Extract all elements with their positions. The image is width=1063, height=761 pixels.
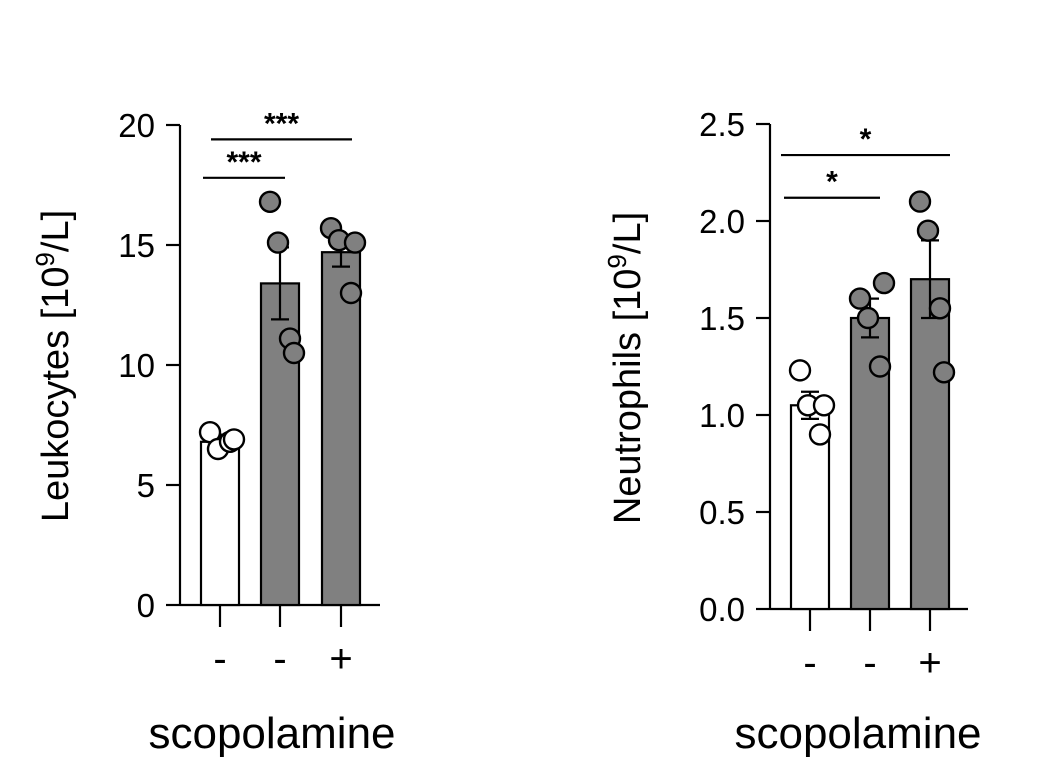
data-point [343,231,367,254]
y-tick-label: 1.0 [699,397,745,434]
y-tick-label: 2.5 [699,106,745,143]
y-tick-label: 0.0 [699,591,745,628]
y-tick-label: 2.0 [699,203,745,240]
data-point [908,190,932,213]
significance-label: *** [264,107,299,140]
condition-label: + [918,641,941,685]
significance-label: * [826,166,838,199]
y-tick-label: 20 [118,107,155,144]
condition-label: - [213,637,226,681]
data-point [808,423,832,446]
neutrophils-y-axis-label: Neutrophils [109/L] [602,212,649,524]
significance-label: *** [226,146,261,179]
data-point [339,281,363,305]
condition-label: - [863,641,876,685]
significance-label: * [860,123,872,156]
condition-label: - [273,637,286,681]
data-point [932,361,956,384]
data-point [916,219,940,242]
data-point [856,306,880,330]
y-tick-label: 10 [118,347,155,384]
y-tick-label: 0.5 [699,494,745,531]
bar [909,278,951,611]
bar [320,251,362,607]
y-tick-label: 15 [118,227,155,264]
data-point [812,394,836,417]
data-point [848,287,872,310]
neutrophils-x-axis-label: scopolamine [734,709,981,758]
data-point [868,355,892,378]
data-point [872,271,896,295]
neutrophils-y-tick-labels: 0.0 0.5 1.0 1.5 2.0 2.5 [699,106,745,628]
leukocytes-y-tick-labels: 0 5 10 15 20 [118,107,155,624]
data-point [928,297,952,320]
neutrophils-conditions: - - + [803,641,941,685]
y-tick-label: 1.5 [699,300,745,337]
y-tick-label: 0 [137,587,155,624]
data-point [258,190,282,214]
data-point [788,359,812,382]
leukocytes-conditions: - - + [213,637,352,681]
data-point [266,231,290,254]
neutrophils-panel: Neutrophils [109/L] 0.0 0.5 1.0 1.5 2.0 … [602,106,982,758]
leukocytes-x-axis-label: scopolamine [148,709,395,758]
leukocytes-panel: Leukocytes [109/L] 0 5 10 15 20 - - + sc… [30,107,396,758]
data-point [222,428,246,451]
bar [199,440,241,607]
leukocytes-y-axis-label: Leukocytes [109/L] [30,210,77,522]
data-point [282,341,306,365]
condition-label: + [329,637,352,681]
condition-label: - [803,641,816,685]
y-tick-label: 5 [137,467,155,504]
